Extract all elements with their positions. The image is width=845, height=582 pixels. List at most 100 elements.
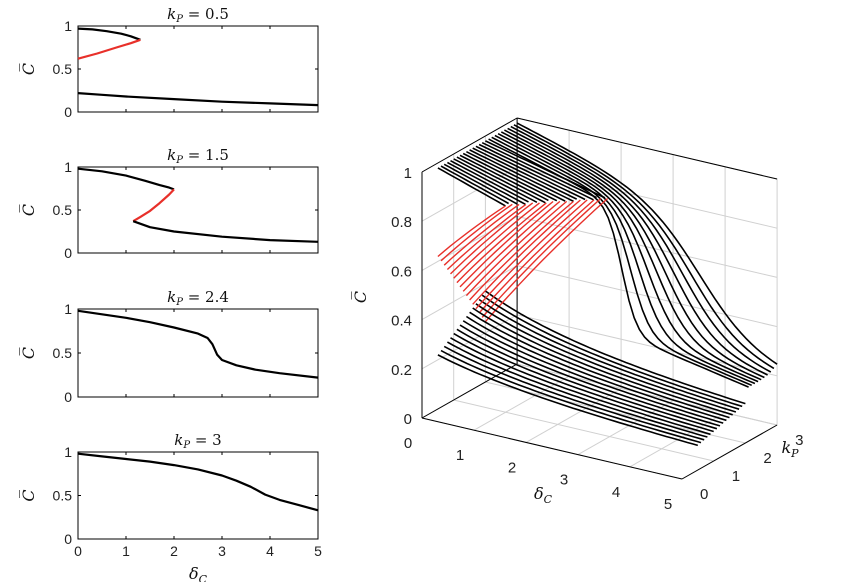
dc-label-sub: C	[544, 493, 553, 506]
panel-title: kP = 1.5	[167, 146, 229, 166]
y-tick-label: 0	[64, 389, 72, 405]
surface-curve-stable	[437, 167, 506, 207]
title-var: k	[167, 146, 176, 164]
surface-curve-unstable	[450, 202, 534, 275]
surface-curve-unstable	[462, 200, 561, 292]
y-axis-label: C̅	[18, 63, 38, 75]
surface-curve-stable	[443, 163, 518, 205]
axes-box	[77, 25, 319, 113]
y-axis-label: C̅	[18, 347, 38, 359]
x-tick-label: 0	[74, 543, 82, 559]
surface-curve-stable	[440, 165, 509, 205]
surface-curve-stable	[497, 132, 759, 383]
axis-edge	[421, 363, 518, 419]
surface-curve-unstable	[456, 202, 547, 284]
axes-box	[77, 308, 319, 398]
panel-title: kP = 0.5	[167, 5, 229, 25]
surface-curve-unstable	[465, 200, 568, 297]
series-line-2	[77, 92, 319, 107]
c-tick-label: 0	[404, 411, 412, 428]
series-line-2	[132, 220, 319, 243]
series-line-0	[77, 27, 141, 41]
grid-line	[453, 399, 714, 462]
c-tick-label: 0.6	[391, 263, 412, 280]
surface-curve-stable	[447, 161, 526, 206]
x-tick-label: 1	[122, 543, 130, 559]
surface-curve-unstable	[459, 200, 554, 288]
c-tick-label: 0.4	[391, 313, 412, 330]
title-sub: P	[175, 297, 183, 308]
surface-curve-stable	[500, 131, 762, 381]
surface-curve-lower	[437, 354, 699, 447]
title-var: k	[167, 288, 176, 306]
panel-kp-0-5: 0 0.5 1 kP = 0.5 C̅	[18, 5, 319, 120]
surface-curve-unstable	[440, 203, 513, 262]
surface-curve-lower	[472, 307, 733, 416]
c-tick-label: 0.2	[391, 362, 412, 379]
title-var: k	[167, 5, 176, 23]
surface-curve-stable	[472, 147, 578, 200]
surface-curve-unstable	[453, 202, 540, 279]
grid-line	[516, 363, 778, 426]
y-tick-label: 1	[64, 301, 72, 317]
y-axis-label: C̅	[18, 489, 38, 501]
y-tick-label: 1	[64, 444, 72, 460]
grid-line	[516, 215, 778, 278]
surface-curve-lower	[443, 345, 705, 441]
surface-curve-lower	[447, 341, 708, 438]
surface-curve-unstable	[478, 199, 595, 314]
surface-curve-lower	[462, 320, 724, 424]
x-axis-label: δC	[189, 564, 208, 582]
dc-tick-label: 1	[456, 447, 464, 464]
axes-box	[77, 451, 319, 540]
title-eq: = 1.5	[183, 146, 229, 164]
dc-tick-label: 4	[612, 484, 620, 501]
series-line-0	[77, 452, 319, 512]
surface-curve-unstable	[446, 203, 527, 271]
title-eq: = 3	[190, 431, 222, 449]
panel-kp-1-5: 0 0.5 1 kP = 1.5 C̅	[18, 146, 319, 261]
axis-edge	[421, 417, 683, 480]
surface-curve-lower	[475, 303, 737, 413]
panel-title: kP = 2.4	[167, 288, 229, 308]
series-line-1	[132, 188, 175, 223]
x-tick-label: 2	[170, 543, 178, 559]
surface-curve-lower	[440, 349, 702, 444]
surface-curve-lower	[484, 290, 746, 405]
surface-curve-unstable	[475, 199, 588, 310]
grid-line	[516, 166, 778, 229]
surface-curve-lower	[450, 337, 711, 436]
surface-curve-unstable	[472, 199, 581, 305]
surface-curve-lower	[481, 294, 743, 408]
title-sub: P	[182, 440, 190, 451]
kp-tick-label: 2	[763, 450, 771, 467]
surface-curve-stable	[516, 122, 778, 365]
y-tick-label: 0.5	[53, 488, 73, 504]
surface-curve-stable	[494, 134, 756, 385]
surface-curve-stable	[466, 150, 566, 202]
surface-curve-stable	[507, 127, 768, 376]
surface-curve-stable	[485, 140, 606, 199]
surface-curve-stable	[488, 138, 749, 388]
dc-label-var: δ	[534, 484, 544, 503]
surface-curve-stable	[459, 154, 549, 202]
surface-curve-lower	[478, 298, 740, 410]
kp-tick-label: 3	[795, 432, 803, 449]
surface-curve-stable	[478, 143, 594, 201]
surface-curve-lower	[456, 328, 718, 430]
title-sub: P	[175, 155, 183, 166]
surface-curve-unstable	[469, 200, 574, 301]
kp-tick-label: 0	[700, 486, 708, 503]
y-tick-label: 0.5	[53, 202, 73, 218]
grid-line	[577, 400, 674, 456]
surface-curve-unstable	[484, 197, 609, 323]
grid-line	[473, 375, 570, 431]
surface-curve-stable	[453, 158, 538, 204]
surface-curve-stable	[462, 152, 558, 202]
y-axis-label: C̅	[18, 204, 38, 216]
surface-curve-stable	[513, 124, 775, 370]
surface-curve-lower	[469, 311, 730, 419]
panel-title: kP = 3	[174, 431, 221, 451]
